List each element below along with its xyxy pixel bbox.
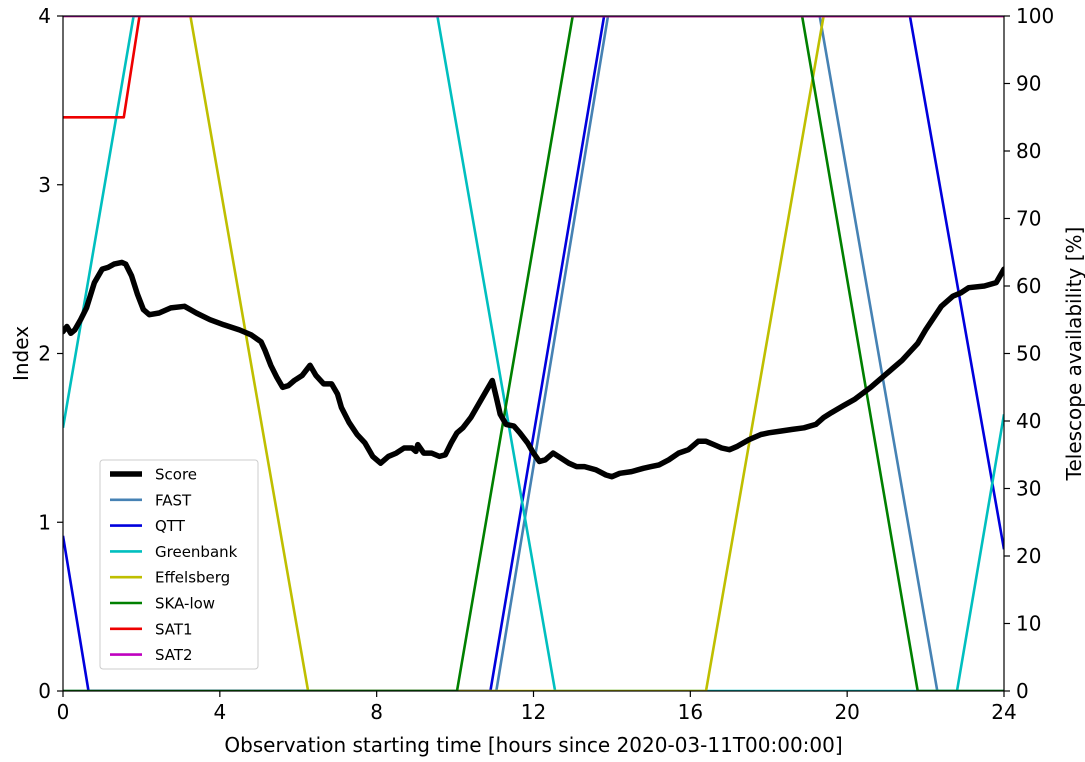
legend-label-sat1: SAT1 bbox=[155, 620, 193, 638]
x-tick-label: 4 bbox=[213, 700, 226, 724]
legend-label-score: Score bbox=[155, 466, 197, 484]
y-right-tick-label: 40 bbox=[1016, 409, 1041, 433]
y-right-tick-label: 20 bbox=[1016, 544, 1041, 568]
y-right-tick-label: 80 bbox=[1016, 139, 1041, 163]
legend-label-sat2: SAT2 bbox=[155, 646, 193, 664]
y-axis-label-right: Telescope availability [%] bbox=[1062, 227, 1085, 482]
legend-label-qtt: QTT bbox=[155, 517, 186, 535]
series-line-sat1 bbox=[63, 16, 1004, 119]
y-right-tick-label: 70 bbox=[1016, 207, 1041, 231]
y-right-tick-label: 0 bbox=[1016, 679, 1029, 703]
legend-label-fast: FAST bbox=[155, 491, 192, 509]
x-tick-label: 16 bbox=[678, 700, 703, 724]
y-left-tick-label: 3 bbox=[38, 173, 51, 197]
y-axis-label-left: Index bbox=[9, 326, 33, 381]
y-right-tick-label: 50 bbox=[1016, 342, 1041, 366]
legend-label-greenbank: Greenbank bbox=[155, 543, 238, 561]
y-right-tick-label: 100 bbox=[1016, 4, 1054, 28]
x-tick-label: 0 bbox=[57, 700, 70, 724]
x-tick-label: 12 bbox=[521, 700, 546, 724]
legend-label-ska-low: SKA-low bbox=[155, 595, 215, 613]
y-left-tick-label: 2 bbox=[38, 342, 51, 366]
y-right-tick-label: 10 bbox=[1016, 612, 1041, 636]
x-tick-label: 20 bbox=[834, 700, 859, 724]
legend-box bbox=[99, 459, 259, 670]
y-right-tick-label: 90 bbox=[1016, 72, 1041, 96]
y-left-tick-label: 0 bbox=[38, 679, 51, 703]
legend-label-effelsberg: Effelsberg bbox=[155, 569, 230, 587]
series-line-greenbank bbox=[63, 16, 1004, 691]
y-right-tick-label: 60 bbox=[1016, 274, 1041, 298]
y-right-tick-label: 30 bbox=[1016, 477, 1041, 501]
series-layer bbox=[63, 16, 1004, 691]
legend: Score FAST QTT Greenbank Effelsberg SKA-low SA… bbox=[99, 459, 259, 670]
y-left-tick-label: 4 bbox=[38, 4, 51, 28]
y-left-tick-label: 1 bbox=[38, 510, 51, 534]
x-tick-label: 8 bbox=[370, 700, 383, 724]
series-line-qtt bbox=[63, 16, 1004, 691]
x-tick-label: 24 bbox=[991, 700, 1016, 724]
series-line-score bbox=[63, 259, 1004, 480]
x-axis-label: Observation starting time [hours since 2… bbox=[224, 733, 842, 757]
